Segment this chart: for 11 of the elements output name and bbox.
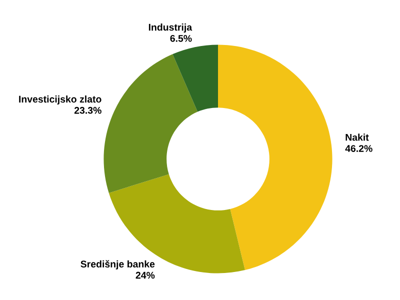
data-label: 23.3% — [74, 106, 102, 114]
donut-slice — [104, 54, 198, 193]
slice-label: Središnje banke — [80, 260, 155, 270]
donut-slice — [172, 44, 218, 112]
slice-label: Investicijsko zlato — [19, 95, 102, 105]
data-label: 6.5% — [170, 34, 192, 42]
data-label: 46.2% — [345, 145, 372, 152]
slice-label: Nakit — [346, 134, 369, 141]
slice-label: Industrija — [148, 24, 192, 33]
data-label: 24% — [136, 272, 155, 279]
donut-slice — [218, 44, 332, 270]
